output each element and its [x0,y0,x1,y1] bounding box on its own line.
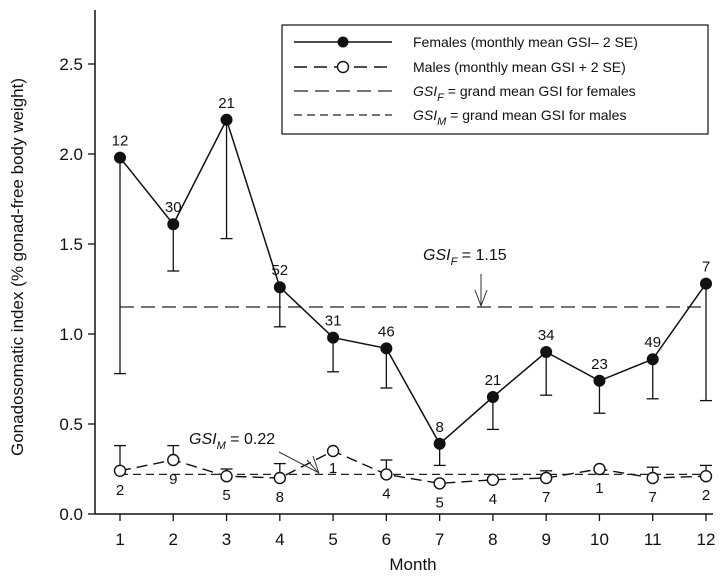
female-point [700,277,712,290]
x-tick-label: 11 [644,530,662,549]
female-n-label: 34 [538,327,555,344]
y-tick-label: 2.5 [59,55,83,74]
male-n-label: 9 [169,471,177,488]
female-point [486,391,499,403]
x-tick-label: 4 [275,530,284,549]
female-point [327,331,340,344]
annotation-gsi-f: GSIF = 1.15 [423,247,507,268]
female-n-label: 23 [591,356,608,373]
male-point [380,468,393,481]
female-point [433,437,446,450]
x-tick-label: 3 [222,530,231,549]
legend: Females (monthly mean GSI– 2 SE) Males (m… [281,24,709,135]
male-point [699,470,713,483]
female-point [220,113,233,126]
annotation-gsi-m: GSIM = 0.22 [189,431,275,452]
male-point [273,471,287,485]
x-tick-label: 10 [590,530,609,549]
legend-gsi-f-label: GSIF = grand mean GSI for females [413,83,636,104]
female-n-label: 30 [165,199,182,216]
legend-female-label: Females (monthly mean GSI– 2 SE) [413,34,638,50]
y-axis-title: Gonadosomatic index (% gonad-free body w… [8,78,27,456]
x-tick-label: 12 [697,530,716,549]
x-tick-label: 9 [541,530,550,549]
legend-male-marker [336,60,350,74]
male-point [220,470,233,483]
female-point [540,346,553,358]
legend-female-marker [337,36,349,48]
female-n-label: 21 [218,95,235,112]
male-point [433,477,446,490]
male-point [167,453,180,467]
female-n-label: 52 [271,262,288,279]
male-n-label: 1 [595,480,603,497]
x-tick-label: 5 [328,530,337,549]
x-tick-label: 6 [382,530,391,549]
female-point [380,342,393,355]
y-tick-label: 1.5 [59,235,83,254]
male-n-label: 5 [435,494,443,511]
male-n-label: 7 [649,489,657,506]
x-tick-label: 7 [435,530,444,549]
female-n-label: 7 [702,259,710,276]
reference-lines [120,306,706,475]
annotation-arrowhead-gsi-m [306,455,320,474]
female-point [114,151,126,164]
male-point [539,471,553,485]
x-tick-label: 2 [169,530,178,549]
axes: 0.00.51.01.52.02.51 2 3 4 5 6 7 8 9 10 11 12 [59,10,715,549]
male-series-line [119,450,707,485]
y-tick-label: 0.5 [59,415,83,434]
female-point [167,218,180,231]
female-point [646,353,659,366]
legend-box [281,24,709,135]
female-n-label: 12 [112,133,129,150]
x-tick-label: 1 [115,530,124,549]
y-tick-label: 2.0 [59,145,83,164]
annotation-arrow-gsi-m [278,451,319,473]
male-n-label: 2 [702,487,710,504]
female-n-label: 21 [485,372,502,389]
female-n-label: 31 [325,313,342,330]
legend-male-label: Males (monthly mean GSI + 2 SE) [413,59,626,75]
annotation-arrowhead-gsi-f [474,289,488,308]
male-point [113,464,127,477]
male-n-label: 8 [276,489,284,506]
y-tick-label: 1.0 [59,325,83,344]
x-tick-label: 8 [488,530,497,549]
female-series-line [119,117,707,445]
female-n-label: 8 [435,419,443,436]
female-n-label: 46 [378,323,395,340]
male-n-label: 1 [329,460,337,477]
male-point [486,473,500,486]
series-layer: 12 30 21 52 31 46 8 21 34 23 49 7 2 9 5 8 1 4 5 4 7 1 7 2 [112,95,713,511]
male-n-label: 7 [542,489,550,506]
y-tick-label: 0.0 [59,505,83,524]
male-point [646,471,659,485]
male-point [593,462,606,476]
x-axis-title: Month [389,555,436,574]
annotations: GSIF = 1.15 GSIM = 0.22 [189,247,507,474]
female-point [593,374,606,387]
male-point [326,444,340,458]
male-n-label: 4 [489,491,497,508]
male-n-label: 2 [116,482,124,499]
legend-gsi-m-label: GSIM = grand mean GSI for males [413,107,626,128]
female-n-label: 49 [644,334,661,351]
male-n-label: 5 [222,487,230,504]
female-point [273,281,286,294]
male-n-label: 4 [382,485,390,502]
